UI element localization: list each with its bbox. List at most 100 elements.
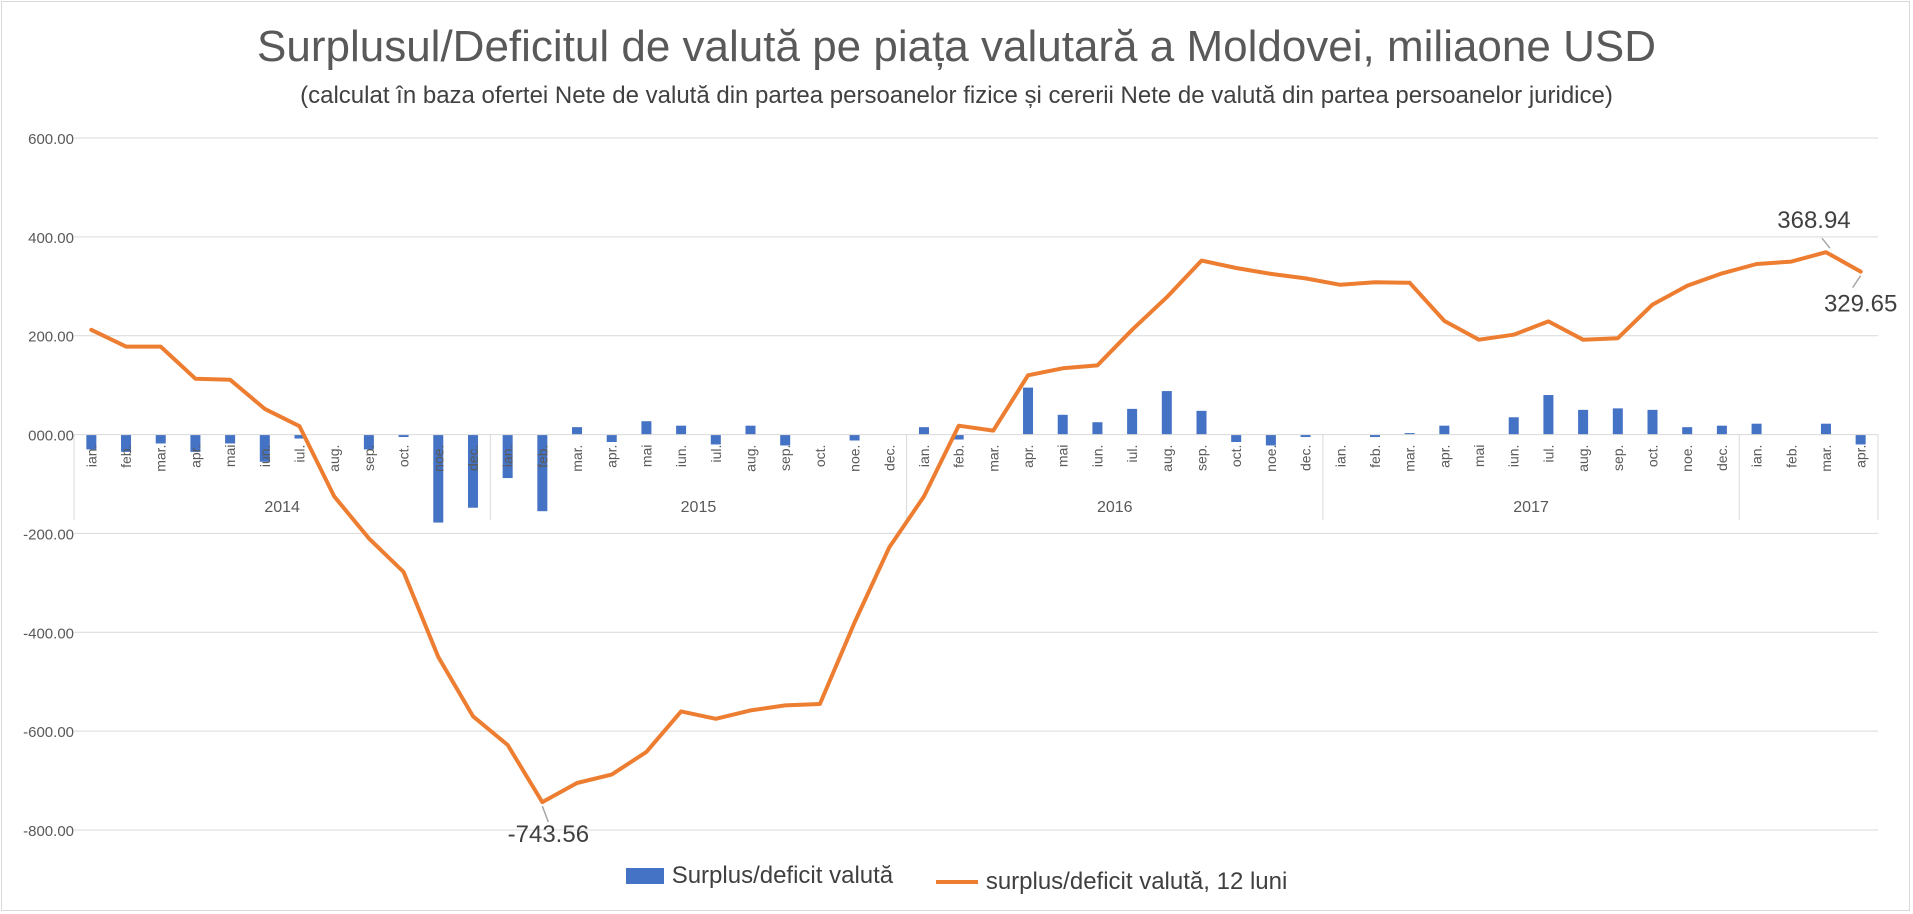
bar — [1439, 425, 1450, 435]
bar — [918, 427, 929, 435]
y-tick-label: 200.00 — [28, 329, 74, 346]
y-axis-labels: 600.00 400.00 200.00 000.00 -200.00 -400.00 -6… — [23, 131, 74, 840]
data-label: -743.56 — [508, 821, 589, 848]
bar — [1369, 434, 1380, 438]
x-month-label: sep. — [1610, 445, 1626, 471]
x-month-label: iul. — [1124, 445, 1140, 463]
x-month-label: noe. — [847, 445, 863, 472]
bar — [121, 434, 132, 452]
bar — [606, 434, 617, 442]
bar — [1023, 387, 1034, 435]
x-month-label: ian. — [500, 445, 516, 468]
bar — [1508, 417, 1519, 435]
legend-item-line[interactable]: surplus/deficit valută, 12 luni — [935, 868, 1288, 896]
x-month-label: sep. — [777, 445, 793, 471]
annotations: -743.56 368.94 329.65 — [508, 207, 1898, 848]
x-month-label: aug. — [326, 445, 342, 472]
x-axis: ian. feb. mar. apr. mai iun. iul. aug. sep. oct. n… — [73, 434, 1879, 520]
x-month-label: mai — [1055, 445, 1071, 468]
y-tick-label: -800.00 — [23, 823, 74, 840]
x-month-label: apr. — [187, 445, 203, 468]
legend-item-bars[interactable]: Surplus/deficit valută — [625, 862, 894, 890]
bar — [676, 425, 687, 435]
bar — [1161, 391, 1172, 435]
x-month-label: iun. — [673, 445, 689, 468]
bar — [1057, 414, 1068, 435]
x-year-label: 2014 — [264, 499, 300, 516]
legend: Surplus/deficit valută surplus/deficit v… — [0, 862, 1913, 896]
x-month-label: mai — [222, 445, 238, 468]
bar — [398, 434, 409, 438]
bar — [710, 434, 721, 445]
legend-label-line: surplus/deficit valută, 12 luni — [985, 868, 1288, 895]
data-label: 329.65 — [1824, 291, 1897, 318]
x-month-label: mai — [638, 445, 654, 468]
bar — [1092, 422, 1103, 435]
x-month-label: iun. — [1089, 445, 1105, 468]
y-tick-label: 600.00 — [28, 131, 74, 148]
x-month-label: ian. — [916, 445, 932, 468]
x-month-label: feb. — [118, 445, 134, 468]
x-month-label: aug. — [1159, 445, 1175, 472]
bar — [1578, 409, 1589, 435]
x-month-label: iul. — [1540, 445, 1556, 463]
bar-series — [86, 387, 1866, 523]
x-month-label: mar. — [1402, 445, 1418, 472]
x-month-label: sep. — [361, 445, 377, 471]
data-label: 368.94 — [1777, 207, 1850, 234]
bar — [155, 434, 166, 444]
y-tick-label: 400.00 — [28, 230, 74, 247]
x-month-label: ian. — [1749, 445, 1765, 468]
bar — [745, 425, 756, 435]
bar — [1820, 423, 1831, 435]
bar — [1404, 433, 1415, 435]
annotation-leader — [1852, 275, 1862, 289]
x-month-label: feb. — [1367, 445, 1383, 468]
x-month-label: ian. — [83, 445, 99, 468]
x-month-label: sep. — [1194, 445, 1210, 471]
bar — [1127, 408, 1138, 435]
x-month-label: apr. — [1020, 445, 1036, 468]
bar — [502, 434, 513, 479]
x-month-label: apr. — [1436, 445, 1452, 468]
bar — [953, 434, 964, 440]
x-month-label: iul. — [708, 445, 724, 463]
bar — [259, 434, 270, 462]
x-month-label: mar. — [569, 445, 585, 472]
gridlines — [74, 137, 1878, 831]
x-month-label: feb. — [534, 445, 550, 468]
annotation-leader — [1821, 237, 1831, 249]
x-month-label: oct. — [396, 445, 412, 468]
x-year-label: 2016 — [1097, 499, 1133, 516]
x-month-label: ian. — [1332, 445, 1348, 468]
line-series — [89, 250, 1863, 805]
x-month-label: feb. — [951, 445, 967, 468]
x-month-label: mai — [1471, 445, 1487, 468]
legend-bar-swatch — [625, 868, 664, 884]
bar — [849, 434, 860, 441]
bar — [780, 434, 791, 446]
bar — [86, 434, 97, 450]
x-month-label: oct. — [1645, 445, 1661, 468]
y-tick-label: -600.00 — [23, 724, 74, 741]
x-year-label: 2017 — [1513, 499, 1549, 516]
bar — [1300, 434, 1311, 438]
x-month-label: aug. — [1575, 445, 1591, 472]
bar — [1716, 425, 1727, 435]
x-month-label: oct. — [812, 445, 828, 468]
x-month-label: dec. — [465, 445, 481, 471]
x-month-label: noe. — [1679, 445, 1695, 472]
x-month-label: aug. — [743, 445, 759, 472]
x-month-label: iun. — [1506, 445, 1522, 468]
bar — [1647, 409, 1658, 435]
legend-label-bars: Surplus/deficit valută — [671, 862, 894, 889]
bar — [294, 434, 305, 439]
bar — [1855, 434, 1866, 445]
bar — [1682, 427, 1693, 435]
y-tick-label: -400.00 — [23, 625, 74, 642]
x-month-label: dec. — [881, 445, 897, 471]
x-month-label: mar. — [153, 445, 169, 472]
x-month-label: mar. — [985, 445, 1001, 472]
x-month-label: apr. — [1853, 445, 1869, 468]
